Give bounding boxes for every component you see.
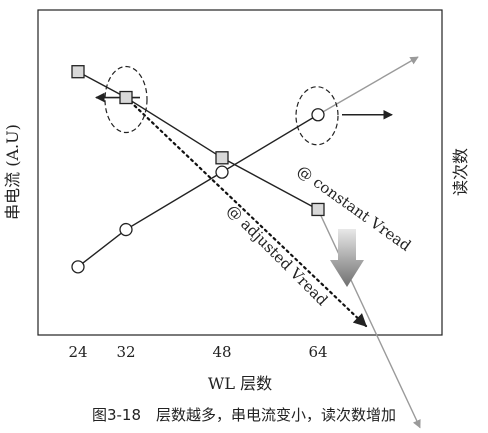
- highlight-ellipse-right: [295, 86, 339, 146]
- series-line-adjusted-vread: [124, 96, 368, 328]
- highlight-ellipse-left: [104, 65, 148, 134]
- trend-line-constant-vread: [317, 209, 421, 429]
- square-marker: [215, 151, 229, 165]
- y-axis-title-right: 读次数: [451, 148, 470, 196]
- circle-marker: [215, 165, 229, 179]
- square-marker: [71, 65, 85, 79]
- x-tick-label: 48: [212, 343, 231, 361]
- y-axis-title-left: 串电流 (A.U): [3, 124, 22, 220]
- circle-marker: [119, 222, 133, 237]
- x-axis-title: WL 层数: [208, 374, 272, 393]
- series-label-adjusted-vread: @ adjusted Vread: [223, 201, 331, 309]
- circle-marker: [71, 260, 85, 274]
- trend-line-circle: [317, 56, 419, 116]
- figure-caption: 图3-18 层数越多，串电流变小，读次数增加: [91, 406, 397, 424]
- square-marker: [119, 90, 133, 105]
- x-tick-label: 64: [308, 343, 327, 361]
- circle-marker: [311, 108, 325, 122]
- series-line-constant-vread: [77, 71, 319, 211]
- down-arrow-icon: [330, 229, 364, 287]
- x-tick-label: 32: [116, 343, 135, 361]
- square-marker: [311, 202, 325, 217]
- plot-frame: [37, 9, 443, 336]
- x-tick-label: 24: [68, 343, 87, 361]
- series-line-circle: [77, 114, 319, 268]
